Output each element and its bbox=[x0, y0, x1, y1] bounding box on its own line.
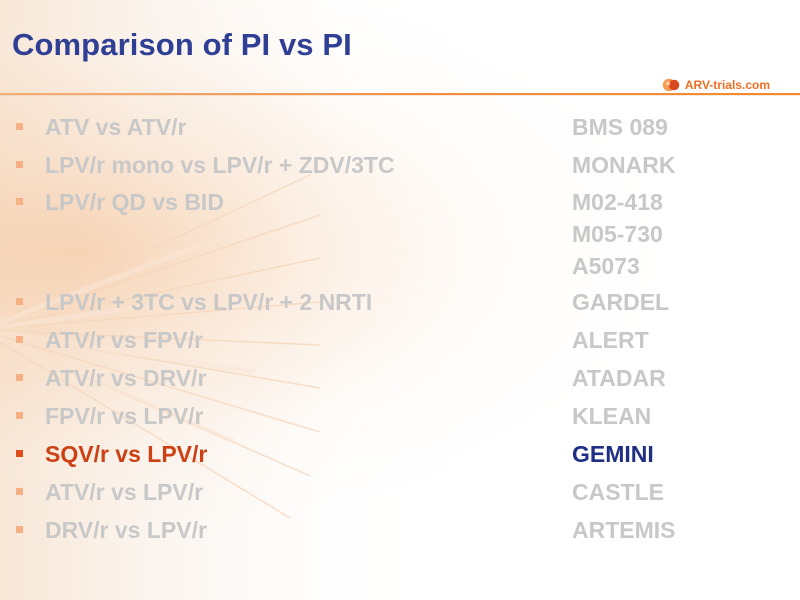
comparison-label: ATV vs ATV/r bbox=[45, 114, 187, 140]
comparison-row: ATV/r vs LPV/r CASTLE bbox=[16, 478, 776, 510]
study-name: M02-418 bbox=[572, 189, 663, 215]
study-list: MONARK bbox=[572, 151, 676, 179]
study-name: CASTLE bbox=[572, 479, 664, 505]
study-name: GARDEL bbox=[572, 289, 670, 315]
comparison-label: SQV/r vs LPV/r bbox=[45, 441, 208, 467]
study-name: ALERT bbox=[572, 327, 649, 353]
study-list: ARTEMIS bbox=[572, 516, 676, 544]
study-name: BMS 089 bbox=[572, 114, 668, 140]
brand-name: ARV-trials.com bbox=[684, 78, 770, 92]
comparison-label: FPV/r vs LPV/r bbox=[45, 403, 204, 429]
square-bullet-icon bbox=[16, 450, 23, 457]
comparison-label: LPV/r QD vs BID bbox=[45, 189, 224, 215]
comparison-row: ATV/r vs DRV/r ATADAR bbox=[16, 364, 776, 396]
study-name: KLEAN bbox=[572, 403, 652, 429]
square-bullet-icon bbox=[16, 374, 23, 381]
study-list: ALERT bbox=[572, 326, 649, 354]
header-divider-shadow bbox=[0, 95, 800, 96]
study-list: GARDEL bbox=[572, 288, 669, 316]
square-bullet-icon bbox=[16, 526, 23, 533]
study-name: A5073 bbox=[572, 253, 640, 279]
comparison-row: LPV/r QD vs BID M02-418 M05-730 A5073 bbox=[16, 188, 776, 279]
comparison-row: ATV/r vs FPV/r ALERT bbox=[16, 326, 776, 358]
comparison-row: LPV/r + 3TC vs LPV/r + 2 NRTI GARDEL bbox=[16, 288, 776, 320]
header-divider bbox=[0, 93, 800, 95]
comparison-label: ATV/r vs FPV/r bbox=[45, 327, 204, 353]
square-bullet-icon bbox=[16, 161, 23, 168]
comparison-label: DRV/r vs LPV/r bbox=[45, 517, 207, 543]
square-bullet-icon bbox=[16, 198, 23, 205]
comparison-label: ATV/r vs LPV/r bbox=[45, 479, 204, 505]
study-name: MONARK bbox=[572, 152, 676, 178]
study-name: ATADAR bbox=[572, 365, 666, 391]
study-list: CASTLE bbox=[572, 478, 664, 506]
study-list: ATADAR bbox=[572, 364, 666, 392]
comparison-row: DRV/r vs LPV/r ARTEMIS bbox=[16, 516, 776, 548]
comparison-label: ATV/r vs DRV/r bbox=[45, 365, 207, 391]
study-name: M05-730 bbox=[572, 221, 663, 247]
square-bullet-icon bbox=[16, 412, 23, 419]
comparison-label: LPV/r + 3TC vs LPV/r + 2 NRTI bbox=[45, 289, 373, 315]
square-bullet-icon bbox=[16, 298, 23, 305]
study-list: M02-418 M05-730 A5073 bbox=[572, 188, 663, 280]
brand-logo: ARV-trials.com bbox=[658, 77, 772, 93]
page-title: Comparison of PI vs PI bbox=[12, 27, 352, 62]
study-list: KLEAN bbox=[572, 402, 651, 430]
comparison-row: LPV/r mono vs LPV/r + ZDV/3TC MONARK bbox=[16, 151, 776, 183]
study-list: GEMINI bbox=[572, 440, 654, 468]
square-bullet-icon bbox=[16, 123, 23, 130]
study-list: BMS 089 bbox=[572, 113, 668, 141]
comparison-row: ATV vs ATV/r BMS 089 bbox=[16, 113, 776, 145]
square-bullet-icon bbox=[16, 336, 23, 343]
square-bullet-icon bbox=[16, 488, 23, 495]
comparison-row-highlighted: SQV/r vs LPV/r GEMINI bbox=[16, 440, 776, 472]
comparison-label: LPV/r mono vs LPV/r + ZDV/3TC bbox=[45, 152, 395, 178]
study-name: GEMINI bbox=[572, 441, 654, 467]
comparison-row: FPV/r vs LPV/r KLEAN bbox=[16, 402, 776, 434]
study-name: ARTEMIS bbox=[572, 517, 676, 543]
arv-trials-logo-icon bbox=[662, 78, 680, 92]
